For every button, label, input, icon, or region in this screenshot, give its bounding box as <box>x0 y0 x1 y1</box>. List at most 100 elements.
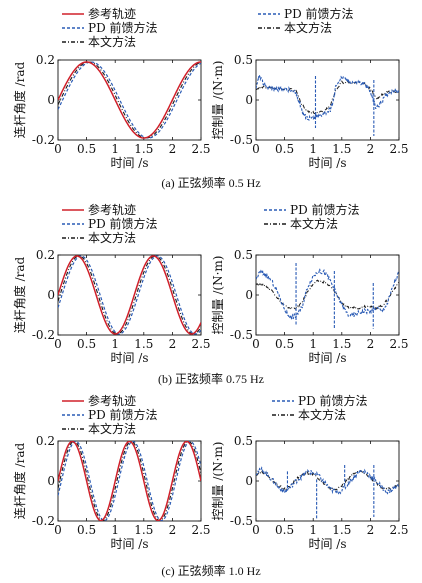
x-tick-label: 2 <box>367 337 375 351</box>
plot-area <box>58 61 201 139</box>
x-tick-label: 2.5 <box>389 142 408 156</box>
x-tick-label: 0 <box>54 142 62 156</box>
legend-ours-1: 本文方法 <box>62 230 136 245</box>
x-tick-label: 0 <box>252 523 260 537</box>
x-tick-label: 0.5 <box>275 523 294 537</box>
plot-frame <box>255 59 400 141</box>
legend-label: 本文方法 <box>88 34 136 49</box>
series-ours-line <box>256 279 399 310</box>
series-ours-line <box>58 255 201 335</box>
caption-a: (a) 正弦频率 0.5 Hz <box>161 176 261 190</box>
x-axis-label: 时间 /s <box>110 537 148 551</box>
x-tick-label: 0 <box>252 337 260 351</box>
series-ref-line <box>58 441 201 521</box>
x-tick-label: 1.5 <box>332 337 351 351</box>
x-tick-label: 2.5 <box>389 523 408 537</box>
y-tick-label: 0.2 <box>36 53 55 67</box>
series-pd-line <box>256 73 399 121</box>
plot-frame <box>255 440 400 522</box>
x-tick-label: 2.5 <box>191 523 210 537</box>
y-axis-label: 连杆角度 /rad <box>12 61 27 138</box>
plot-area <box>58 441 201 521</box>
x-tick-label: 2.5 <box>389 337 408 351</box>
x-tick-label: 1 <box>111 337 119 351</box>
y-tick-label: 0.5 <box>234 248 253 262</box>
plot-area <box>256 73 399 136</box>
series-pd-line <box>256 268 399 320</box>
x-tick-label: 2.5 <box>191 142 210 156</box>
legend-label: 本文方法 <box>284 20 332 35</box>
x-tick-label: 1 <box>111 523 119 537</box>
plot-area <box>256 465 399 520</box>
x-tick-label: 2.5 <box>191 337 210 351</box>
x-tick-label: 1 <box>309 523 317 537</box>
series-pd-line <box>58 61 201 139</box>
plot-area <box>58 255 201 335</box>
legend-pd-2: PD 前馈方法 <box>62 407 158 422</box>
x-tick-label: 1 <box>111 142 119 156</box>
x-tick-label: 1.5 <box>134 523 153 537</box>
y-tick-label: 0 <box>47 93 55 107</box>
y-tick-label: 0 <box>47 474 55 488</box>
y-axis-label: 控制量 /(N·m) <box>211 256 225 335</box>
legend-label: PD 前馈方法 <box>88 216 158 231</box>
x-tick-label: 0.5 <box>77 523 96 537</box>
legend-ours-right-1: 本文方法 <box>264 216 338 231</box>
plot-area <box>256 263 399 329</box>
y-tick-label: -0.2 <box>32 133 55 147</box>
x-tick-label: 0 <box>54 523 62 537</box>
y-tick-label: -0.5 <box>230 328 253 342</box>
legend-label: 本文方法 <box>88 230 136 245</box>
legend-ref-1: 参考轨迹 <box>62 202 136 217</box>
legend-ref-2: 参考轨迹 <box>62 393 136 408</box>
x-tick-label: 2 <box>367 142 375 156</box>
x-axis-label: 时间 /s <box>308 351 346 365</box>
plot-frame <box>255 254 400 336</box>
legend-pd-right-0: PD 前馈方法 <box>258 6 354 21</box>
x-tick-label: 1.5 <box>134 337 153 351</box>
legend-label: 本文方法 <box>290 216 338 231</box>
y-tick-label: 0.2 <box>36 248 55 262</box>
legend-label: PD 前馈方法 <box>88 20 158 35</box>
caption-b: (b) 正弦频率 0.75 Hz <box>158 372 264 386</box>
legend-label: 参考轨迹 <box>88 202 136 217</box>
legend-label: 本文方法 <box>298 407 346 422</box>
series-pd-line <box>256 466 399 495</box>
y-tick-label: 0 <box>245 93 253 107</box>
x-axis-label: 时间 /s <box>110 156 148 170</box>
y-axis-label: 连杆角度 /rad <box>12 256 27 333</box>
x-tick-label: 1 <box>309 337 317 351</box>
y-axis-label: 控制量 /(N·m) <box>211 442 225 521</box>
y-axis-label: 连杆角度 /rad <box>12 442 27 519</box>
legend-ours-0: 本文方法 <box>62 34 136 49</box>
x-tick-label: 2 <box>367 523 375 537</box>
y-tick-label: 0.5 <box>234 434 253 448</box>
x-tick-label: 2 <box>169 523 177 537</box>
series-ref-line <box>58 255 201 335</box>
x-axis-label: 时间 /s <box>308 156 346 170</box>
legend-ours-right-2: 本文方法 <box>272 407 346 422</box>
y-tick-label: -0.5 <box>230 133 253 147</box>
series-ours-line <box>58 61 201 139</box>
x-tick-label: 0.5 <box>275 142 294 156</box>
y-tick-label: -0.5 <box>230 514 253 528</box>
x-tick-label: 0 <box>54 337 62 351</box>
y-tick-label: 0.5 <box>234 53 253 67</box>
x-tick-label: 2 <box>169 337 177 351</box>
legend-label: 参考轨迹 <box>88 393 136 408</box>
y-tick-label: 0 <box>245 474 253 488</box>
y-tick-label: -0.2 <box>32 514 55 528</box>
series-ref-line <box>58 61 201 139</box>
x-tick-label: 0.5 <box>275 337 294 351</box>
legend-ref-0: 参考轨迹 <box>62 6 136 21</box>
legend-pd-1: PD 前馈方法 <box>62 216 158 231</box>
x-tick-label: 0 <box>252 142 260 156</box>
legend-pd-right-1: PD 前馈方法 <box>264 202 360 217</box>
legend-label: PD 前馈方法 <box>298 393 368 408</box>
y-axis-label: 控制量 /(N·m) <box>211 61 225 140</box>
y-tick-label: -0.2 <box>32 328 55 342</box>
